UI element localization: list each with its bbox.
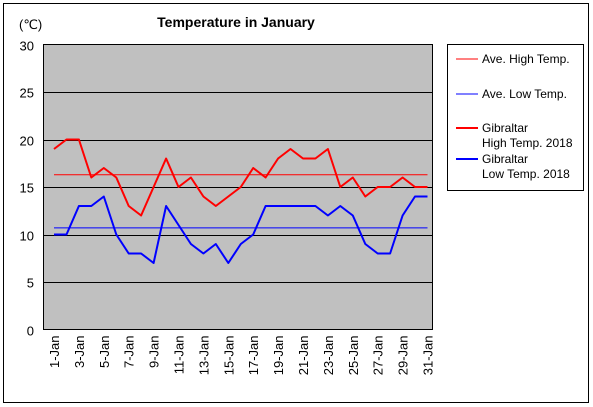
legend-box xyxy=(447,44,584,191)
series-line-2 xyxy=(53,138,428,217)
x-tick-label: 23-Jan xyxy=(321,336,336,376)
x-tick-label: 21-Jan xyxy=(296,336,311,376)
x-tick-label: 5-Jan xyxy=(97,336,112,369)
y-tick-label: 30 xyxy=(20,39,34,54)
y-axis-ticks: 0 5 10 15 20 25 30 xyxy=(20,39,34,339)
x-tick-label: 9-Jan xyxy=(147,336,162,369)
legend-label: Low Temp. 2018 xyxy=(482,167,570,181)
y-tick-label: 10 xyxy=(20,229,34,244)
x-tick-label: 13-Jan xyxy=(196,336,211,376)
x-tick-label: 1-Jan xyxy=(47,336,62,369)
x-tick-label: 11-Jan xyxy=(172,336,187,375)
legend-label: Gibraltar xyxy=(482,152,528,166)
series-line-3 xyxy=(54,195,428,264)
legend-label: Ave. High Temp. xyxy=(482,52,570,66)
y-tick-label: 25 xyxy=(20,86,34,101)
y-axis-label: (℃) xyxy=(19,17,42,32)
chart-title: Temperature in January xyxy=(157,14,315,30)
x-tick-label: 25-Jan xyxy=(346,336,361,376)
x-tick-label: 31-Jan xyxy=(421,336,436,376)
y-tick-label: 0 xyxy=(27,324,34,339)
gridlines xyxy=(43,92,433,283)
legend-label: Gibraltar xyxy=(482,121,528,135)
y-tick-label: 5 xyxy=(27,276,34,291)
x-axis-ticks: 1-Jan 3-Jan 5-Jan 7-Jan 9-Jan 11-Jan 13-Jan 15-… xyxy=(47,336,436,376)
x-tick-label: 19-Jan xyxy=(271,336,286,376)
x-tick-label: 3-Jan xyxy=(72,336,87,369)
x-tick-label: 15-Jan xyxy=(221,336,236,376)
legend: Ave. High Temp.Ave. Low Temp.GibraltarHi… xyxy=(456,52,573,181)
y-tick-label: 15 xyxy=(20,181,34,196)
legend-label: Ave. Low Temp. xyxy=(482,87,567,101)
y-tick-label: 20 xyxy=(20,134,34,149)
legend-label: High Temp. 2018 xyxy=(482,136,573,150)
x-tick-label: 7-Jan xyxy=(122,336,137,369)
x-tick-label: 29-Jan xyxy=(396,336,411,376)
x-tick-label: 27-Jan xyxy=(371,336,386,376)
series-lines xyxy=(53,138,428,264)
x-tick-label: 17-Jan xyxy=(246,336,261,376)
